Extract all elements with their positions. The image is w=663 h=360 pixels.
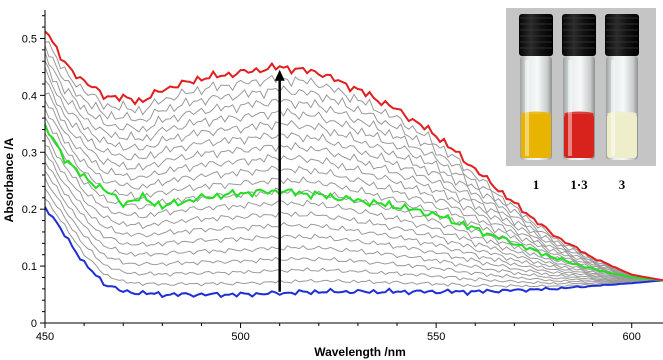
gray-spectrum-line xyxy=(44,188,663,285)
vial xyxy=(562,14,596,160)
vial-label-1: 1 xyxy=(533,177,540,192)
series-layer xyxy=(44,30,663,299)
vial-cap xyxy=(605,14,639,56)
intermediate-spectra xyxy=(44,41,663,288)
y-tick-label: 0.5 xyxy=(22,33,37,45)
y-tick-label: 0.1 xyxy=(22,261,37,273)
liquid-surface xyxy=(521,111,551,117)
series-line xyxy=(44,206,663,299)
arrow-layer xyxy=(274,69,285,292)
vial xyxy=(519,14,553,160)
vial-liquid xyxy=(564,114,594,158)
gray-spectrum-line xyxy=(44,45,663,281)
x-tick-label: 500 xyxy=(231,331,249,343)
vial-label-1-3: 1·3 xyxy=(570,177,588,192)
gray-spectrum-line xyxy=(44,60,663,281)
liquid-surface xyxy=(564,111,594,117)
y-tick-label: 0.2 xyxy=(22,204,37,216)
gray-spectrum-line xyxy=(44,67,663,281)
gray-spectrum-line xyxy=(44,116,663,281)
gray-spectrum-line xyxy=(44,41,663,281)
vial xyxy=(605,14,639,160)
axes xyxy=(40,10,663,328)
x-tick-label: 550 xyxy=(427,331,445,343)
gray-spectrum-line xyxy=(44,51,663,281)
x-axis-label: Wavelength /nm xyxy=(314,345,406,359)
gray-spectrum-line xyxy=(44,198,663,288)
gray-spectrum-line xyxy=(44,133,663,281)
glass-highlight xyxy=(611,60,615,156)
vial-liquid xyxy=(607,114,637,158)
glass-highlight xyxy=(525,60,529,156)
vial-cap xyxy=(562,14,596,56)
series-line xyxy=(44,124,663,282)
x-tick-label: 450 xyxy=(36,331,54,343)
series-line xyxy=(44,30,663,282)
gray-spectrum-line xyxy=(44,122,663,281)
gray-spectrum-line xyxy=(44,92,663,281)
vial-label-3: 3 xyxy=(619,177,626,192)
glass-highlight xyxy=(568,60,572,156)
y-tick-label: 0.3 xyxy=(22,147,37,159)
x-tick-label: 600 xyxy=(623,331,641,343)
inset-vial-photo xyxy=(506,8,656,166)
gray-spectrum-line xyxy=(44,144,663,281)
gray-spectrum-line xyxy=(44,161,663,282)
arrow-head xyxy=(274,69,285,81)
gray-spectrum-line xyxy=(44,152,663,282)
vial-liquid xyxy=(521,114,551,158)
y-tick-label: 0.4 xyxy=(22,90,37,102)
y-tick-label: 0 xyxy=(31,318,37,330)
gray-spectrum-line xyxy=(44,177,663,283)
gray-spectrum-line xyxy=(44,108,663,281)
gray-spectrum-line xyxy=(44,170,663,283)
gray-spectrum-line xyxy=(44,80,663,281)
liquid-surface xyxy=(607,111,637,117)
vials xyxy=(519,14,639,160)
tick-labels: 0 0.1 0.2 0.3 0.4 0.5 450 500 550 600 xyxy=(22,33,641,343)
vial-cap xyxy=(519,14,553,56)
y-axis-label: Absorbance /A xyxy=(2,137,16,222)
